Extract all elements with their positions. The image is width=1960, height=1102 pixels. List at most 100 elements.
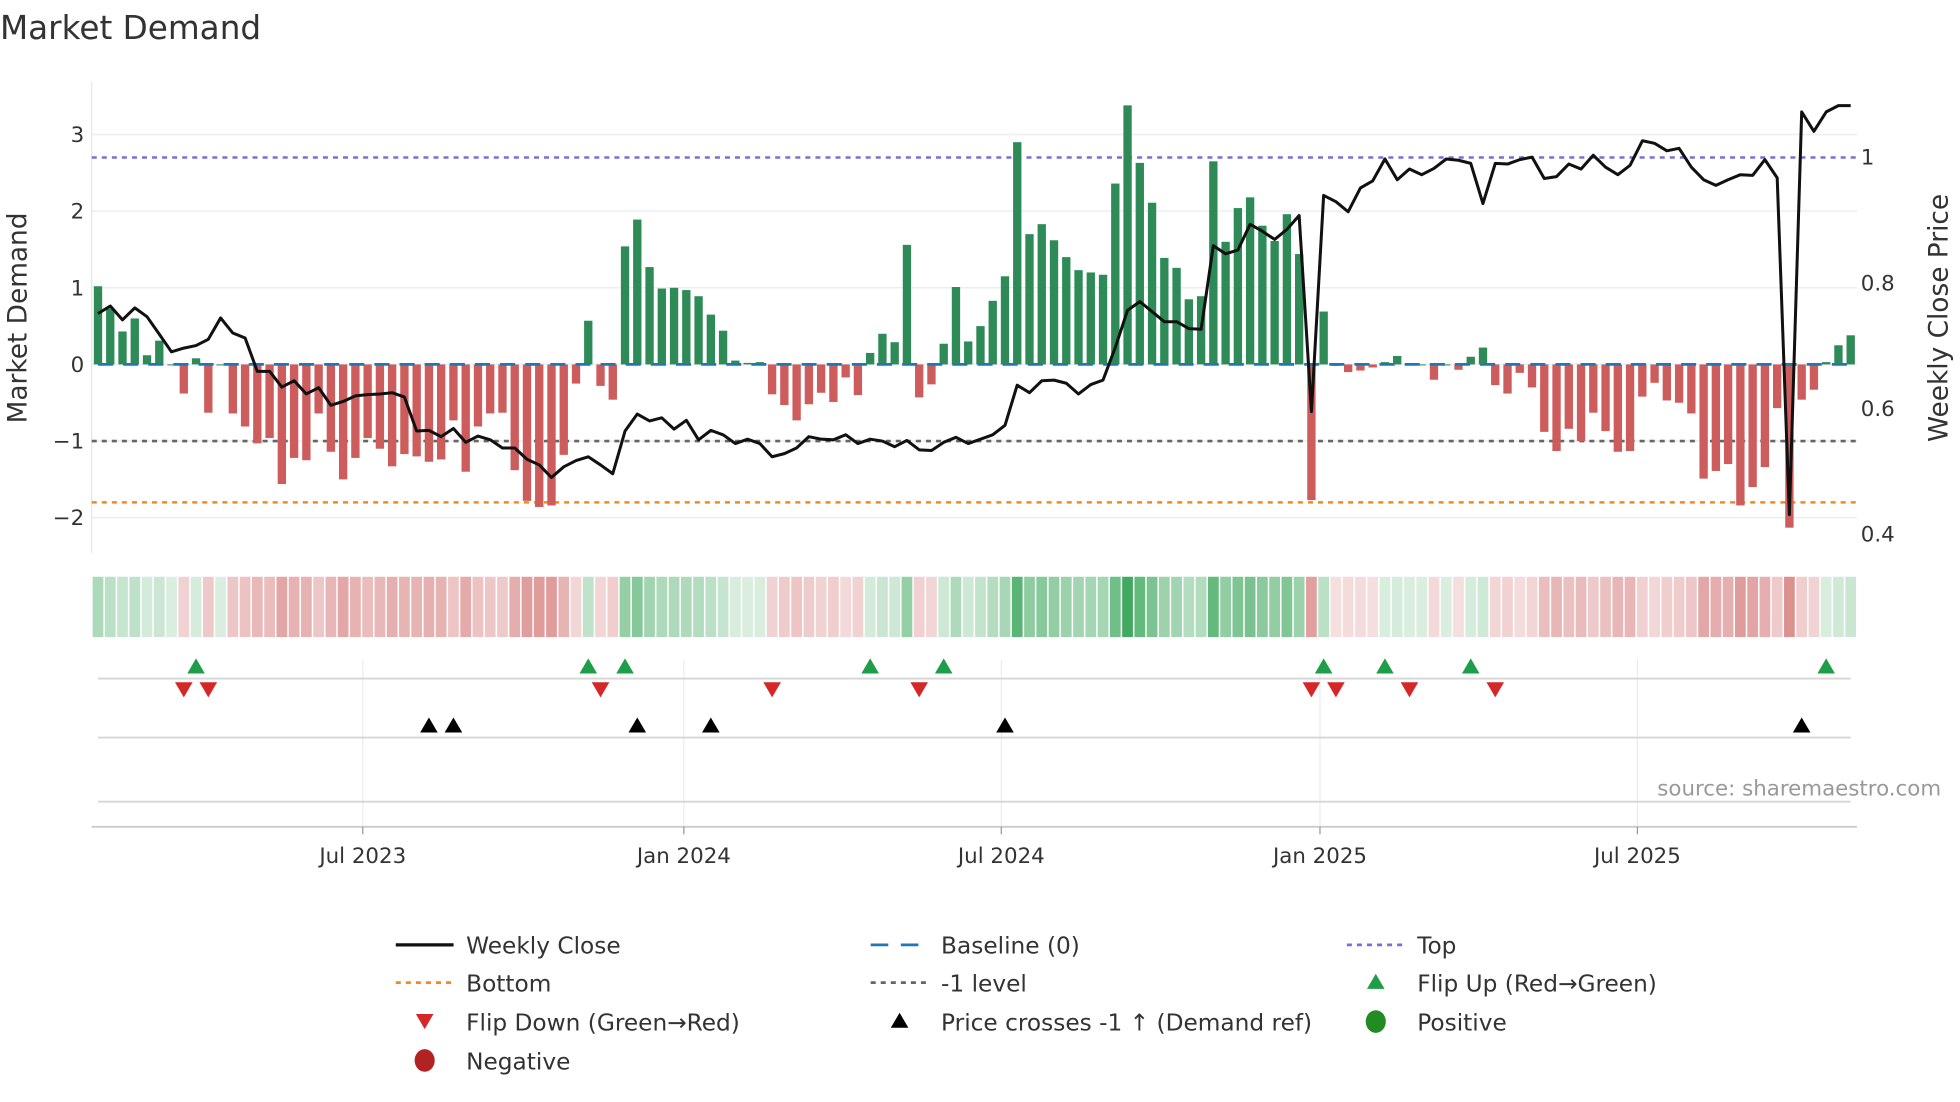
y2-tick-label: 0.8 xyxy=(1861,271,1895,296)
heatmap-cell xyxy=(1820,576,1832,638)
heatmap-cell xyxy=(840,576,852,638)
heatmap-cell xyxy=(1306,576,1317,638)
demand-bar xyxy=(890,342,899,365)
demand-bar xyxy=(878,333,887,365)
heatmap-cell xyxy=(1244,576,1256,638)
heatmap-cell xyxy=(1551,576,1562,638)
heatmap-cell xyxy=(1060,576,1072,638)
heatmap-cell xyxy=(644,576,655,638)
heatmap-cell xyxy=(484,576,496,638)
heatmap-cell xyxy=(1293,576,1305,638)
heatmap-cell xyxy=(693,576,704,638)
demand-bar xyxy=(1625,364,1635,452)
heatmap-cell xyxy=(1845,576,1857,638)
heatmap-cell xyxy=(1134,576,1146,638)
heatmap-cell xyxy=(411,576,423,638)
demand-bar xyxy=(902,244,912,365)
demand-bar xyxy=(1172,267,1181,365)
heatmap-cell xyxy=(668,576,680,638)
demand-bar xyxy=(1417,364,1426,366)
demand-bar xyxy=(1491,364,1500,386)
heatmap-cell xyxy=(1526,576,1538,638)
demand-bar xyxy=(706,314,715,365)
heatmap-cell xyxy=(999,576,1011,638)
demand-bar xyxy=(1294,254,1304,365)
y-tick-label: −1 xyxy=(53,430,84,455)
flip-up-marker xyxy=(187,658,205,674)
heatmap-cell xyxy=(264,576,275,638)
heatmap-cell xyxy=(1563,576,1575,638)
legend-label: Baseline (0) xyxy=(941,933,1080,960)
x-tick-label: Jan 2025 xyxy=(1271,844,1367,869)
flip-up-marker xyxy=(861,658,879,674)
demand-bar xyxy=(682,290,691,365)
heatmap-cell xyxy=(1673,576,1685,638)
demand-bar xyxy=(522,364,532,501)
heatmap-cell xyxy=(1122,576,1133,638)
demand-bar xyxy=(1037,224,1046,365)
left-axis-ticks: 3 2 1 0 −1 −2 xyxy=(53,123,84,531)
chart-title: Market Demand xyxy=(0,9,261,47)
demand-bar xyxy=(633,219,642,365)
heatmap-cell xyxy=(607,576,619,638)
heatmap-cell xyxy=(852,576,864,638)
demand-bar xyxy=(1000,276,1010,365)
demand-bar xyxy=(1846,335,1855,365)
demand-bar xyxy=(976,326,985,365)
demand-bar xyxy=(1699,364,1708,479)
flip-down-marker xyxy=(175,682,193,698)
demand-bar xyxy=(437,364,446,460)
demand-bar xyxy=(1478,347,1488,365)
heatmap-cell xyxy=(1391,576,1403,638)
heatmap-cell xyxy=(1538,576,1550,638)
y2-axis-label: Weekly Close Price xyxy=(1924,194,1954,442)
heatmap-cell xyxy=(239,576,251,638)
heatmap-cell xyxy=(1207,576,1219,638)
heatmap-cell xyxy=(950,576,962,638)
heatmap-cell xyxy=(1024,576,1035,638)
demand-bar xyxy=(927,364,936,385)
demand-bar xyxy=(473,364,483,427)
flip-up-marker xyxy=(616,658,634,674)
demand-bar xyxy=(657,288,666,365)
heatmap-cell xyxy=(1784,576,1795,638)
demand-bar xyxy=(375,364,385,449)
flip-down-marker xyxy=(1400,682,1419,698)
demand-bar xyxy=(1662,364,1672,401)
demand-bar xyxy=(106,308,115,365)
legend-item-top: Top xyxy=(1346,933,1456,960)
heatmap-cell xyxy=(656,576,668,638)
demand-bar xyxy=(498,364,507,413)
y-tick-label: 3 xyxy=(71,123,85,148)
demand-bar xyxy=(1368,364,1377,368)
heatmap-cell xyxy=(153,576,165,638)
demand-bar xyxy=(1098,274,1108,365)
demand-bar xyxy=(1723,364,1733,465)
heatmap-cell xyxy=(754,576,766,638)
heatmap-cell xyxy=(1440,576,1452,638)
heatmap-cell xyxy=(778,576,790,638)
heatmap-cell xyxy=(901,576,913,638)
heatmap-cell xyxy=(1575,576,1587,638)
demand-bar xyxy=(1809,364,1819,390)
heatmap-cell xyxy=(215,576,226,638)
demand-bar xyxy=(816,364,826,393)
demand-bar xyxy=(118,331,127,365)
demand-bar xyxy=(228,364,237,414)
legend-label: Flip Down (Green→Red) xyxy=(466,1009,740,1036)
demand-bar xyxy=(216,364,225,366)
demand-bar xyxy=(694,296,703,365)
demand-bar xyxy=(351,364,360,458)
price-cross-marker xyxy=(420,717,438,733)
heatmap-cell xyxy=(717,576,729,638)
demand-bar xyxy=(1270,241,1279,365)
heatmap-cell xyxy=(1759,576,1771,638)
demand-bar xyxy=(167,364,176,366)
demand-bar xyxy=(1454,364,1463,370)
demand-bar xyxy=(1160,257,1169,365)
heatmap-cell xyxy=(1146,576,1158,638)
demand-bar xyxy=(669,287,679,365)
demand-bar xyxy=(1356,364,1365,371)
demand-bar xyxy=(584,320,593,365)
demand-bar xyxy=(1515,364,1524,373)
